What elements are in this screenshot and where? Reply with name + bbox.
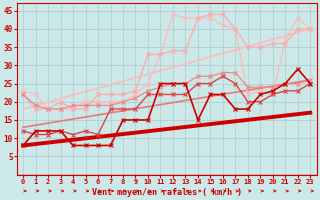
X-axis label: Vent moyen/en rafales ( km/h ): Vent moyen/en rafales ( km/h )	[92, 188, 242, 197]
